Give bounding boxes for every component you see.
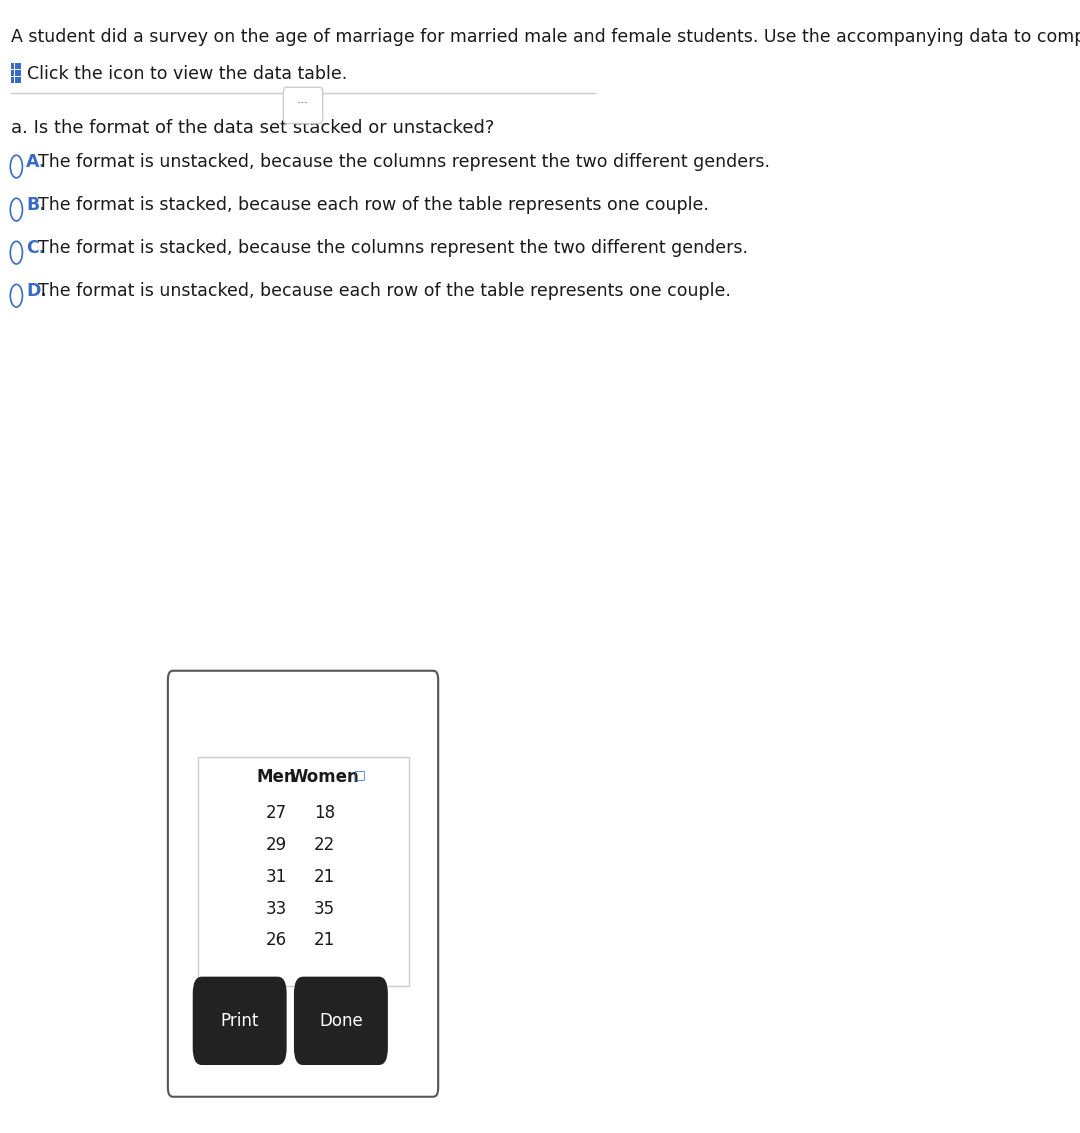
Text: ×: × bbox=[420, 698, 435, 716]
Text: Print: Print bbox=[220, 1012, 259, 1030]
Text: 22: 22 bbox=[314, 836, 336, 854]
Text: 35: 35 bbox=[314, 900, 335, 918]
Text: A student did a survey on the age of marriage for married male and female studen: A student did a survey on the age of mar… bbox=[11, 28, 1080, 46]
Text: 18: 18 bbox=[314, 804, 335, 823]
Text: 27: 27 bbox=[266, 804, 287, 823]
Bar bbox=[199, 757, 409, 986]
Text: –: – bbox=[409, 698, 418, 716]
Bar bbox=[11, 70, 14, 76]
Text: The format is unstacked, because each row of the table represents one couple.: The format is unstacked, because each ro… bbox=[38, 282, 730, 300]
Text: 26: 26 bbox=[266, 931, 287, 949]
Text: C.: C. bbox=[26, 239, 45, 257]
FancyBboxPatch shape bbox=[167, 671, 438, 1097]
FancyBboxPatch shape bbox=[283, 87, 323, 123]
Text: Done: Done bbox=[319, 1012, 363, 1030]
Text: ···: ··· bbox=[297, 97, 309, 110]
Text: Men: Men bbox=[256, 768, 296, 786]
Text: □: □ bbox=[354, 768, 365, 781]
FancyBboxPatch shape bbox=[294, 977, 388, 1065]
Text: Click the icon to view the data table.: Click the icon to view the data table. bbox=[27, 65, 347, 83]
Text: B.: B. bbox=[26, 196, 45, 214]
Text: The format is stacked, because the columns represent the two different genders.: The format is stacked, because the colum… bbox=[38, 239, 747, 257]
Text: The format is unstacked, because the columns represent the two different genders: The format is unstacked, because the col… bbox=[38, 153, 770, 171]
Circle shape bbox=[11, 284, 23, 307]
Text: D.: D. bbox=[26, 282, 46, 300]
Circle shape bbox=[11, 241, 23, 264]
Bar bbox=[18, 63, 22, 69]
Bar bbox=[14, 77, 17, 83]
Circle shape bbox=[11, 198, 23, 221]
Text: Women: Women bbox=[289, 768, 360, 786]
Circle shape bbox=[11, 155, 23, 178]
Text: 29: 29 bbox=[266, 836, 287, 854]
Text: Data Table: Data Table bbox=[188, 700, 306, 721]
Text: 33: 33 bbox=[266, 900, 287, 918]
Text: a. Is the format of the data set stacked or unstacked?: a. Is the format of the data set stacked… bbox=[11, 119, 495, 137]
Text: 21: 21 bbox=[314, 868, 336, 886]
Text: A.: A. bbox=[26, 153, 46, 171]
Bar bbox=[11, 63, 14, 69]
FancyBboxPatch shape bbox=[192, 977, 286, 1065]
Bar bbox=[14, 63, 17, 69]
Bar bbox=[18, 70, 22, 76]
Text: The format is stacked, because each row of the table represents one couple.: The format is stacked, because each row … bbox=[38, 196, 708, 214]
Bar bbox=[14, 70, 17, 76]
Text: 21: 21 bbox=[314, 931, 336, 949]
Bar bbox=[11, 77, 14, 83]
Text: 31: 31 bbox=[266, 868, 287, 886]
Bar bbox=[18, 77, 22, 83]
